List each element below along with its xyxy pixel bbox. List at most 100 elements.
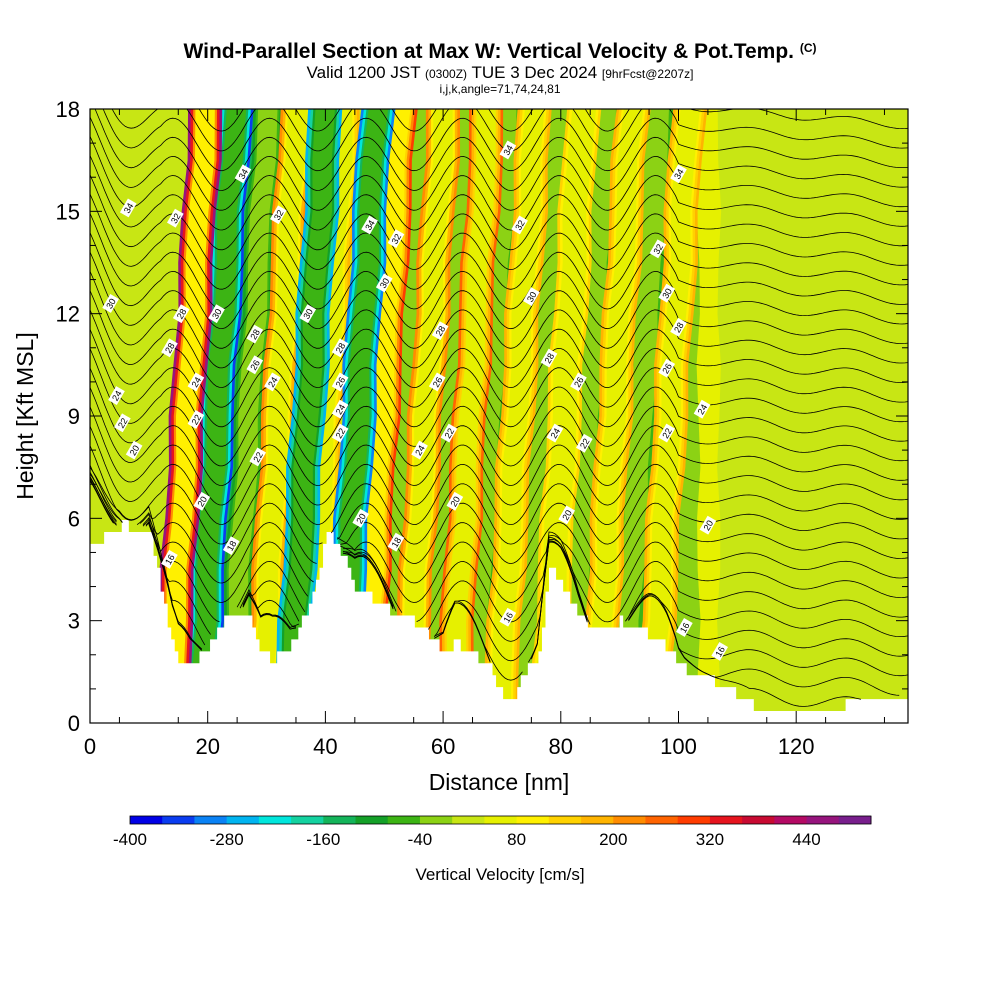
x-tick-label: 0 (84, 734, 96, 759)
isentrope-line (90, 387, 908, 487)
isentrope-label-box (114, 413, 131, 433)
isentrope-label-box (331, 399, 349, 419)
isentrope-label: 20 (125, 440, 143, 460)
isentrope-label-text: 20 (128, 444, 142, 458)
isentrope-label: 28 (246, 324, 264, 344)
isentrope-line (94, 109, 908, 191)
isentrope-label-box (387, 532, 405, 552)
isentrope-label: 34 (119, 198, 137, 218)
isentrope-label: 34 (499, 140, 517, 160)
isentrope-label-text: 30 (525, 290, 539, 304)
isentrope-label: 32 (269, 205, 287, 225)
velocity-band (641, 109, 700, 723)
isentrope-label-text: 32 (513, 218, 527, 232)
colorbar-swatch (516, 816, 550, 824)
isentrope-label-box (511, 215, 528, 235)
isentrope-label: 20 (446, 491, 464, 511)
velocity-band (614, 109, 667, 723)
isentrope-line (90, 271, 908, 369)
colorbar-swatch (130, 816, 163, 824)
velocity-band (513, 109, 571, 723)
colorbar-swatch (291, 816, 324, 824)
isentrope-label: 24 (264, 372, 281, 392)
isentrope-label: 16 (161, 549, 178, 569)
colorbar: -400 -280 -160 -40 80 200 320 440 (113, 815, 872, 849)
isentrope-label-box (246, 355, 264, 375)
isentrope-label: 30 (299, 304, 317, 324)
isentrope-label-box (269, 205, 287, 225)
isentrope-label-text: 28 (175, 307, 189, 321)
colorbar-tick-label: -400 (113, 830, 147, 849)
isentrope-label: 22 (658, 423, 676, 443)
chart-subtitle: Valid 1200 JST (0300Z) TUE 3 Dec 2024 [9… (0, 64, 1000, 83)
colorbar-swatch (162, 816, 195, 824)
isentrope-label: 26 (570, 372, 587, 392)
isentrope-label: 24 (546, 423, 564, 443)
isentrope-line (90, 367, 908, 467)
velocity-band (355, 109, 411, 723)
isentrope-line (90, 193, 908, 290)
title-block: Wind-Parallel Section at Max W: Vertical… (0, 36, 1000, 95)
isentrope-label-box (499, 140, 517, 160)
isentrope-label-text: 26 (572, 375, 586, 389)
isentrope-label-text: 26 (334, 375, 348, 389)
forecast-info: [9hrFcst@2207z] (601, 67, 694, 81)
isentrope-label-text: 32 (169, 212, 183, 226)
y-tick-label: 12 (56, 302, 80, 327)
isentrope-label: 20 (193, 491, 211, 511)
isentrope-line (90, 471, 908, 584)
isentrope-label-text: 26 (248, 358, 262, 372)
isentrope-label: 18 (387, 532, 405, 552)
isentrope-label-box (234, 164, 252, 184)
isentrope-label-box (570, 372, 587, 392)
isentrope-label-text: 30 (301, 307, 315, 321)
isentrope-label: 26 (246, 355, 264, 375)
colorbar-swatch (709, 816, 743, 824)
isentrope-label: 30 (208, 304, 225, 324)
isentrope-label-box (299, 304, 317, 324)
isentrope-label-box (187, 409, 205, 429)
isentrope-label: 32 (511, 215, 528, 235)
isentrope-line (90, 329, 908, 428)
valid-prefix: Valid 1200 JST (306, 63, 421, 82)
velocity-band (396, 109, 453, 723)
isentrope-label-text: 20 (354, 512, 368, 526)
isentrope-label-text: 16 (501, 611, 515, 625)
velocity-band (187, 109, 247, 723)
y-tick-label: 6 (68, 506, 80, 531)
isentrope-label-box (167, 208, 184, 228)
isentrope-label: 26 (658, 358, 676, 378)
isentrope-label: 16 (711, 641, 729, 661)
isentrope-label-text: 34 (237, 167, 251, 181)
isentrope-label-box (440, 423, 458, 443)
isentrope-label-text: 24 (190, 375, 204, 389)
isentrope-label-box (161, 549, 178, 569)
isentrope-label-box (375, 273, 393, 293)
isentrope-label: 34 (670, 164, 687, 184)
isentrope-label-box (540, 348, 558, 368)
isentrope-label-box (446, 491, 464, 511)
isentrope-label-box (208, 304, 225, 324)
colorbar-swatch (452, 816, 485, 824)
colorbar-swatch (484, 816, 518, 824)
isentrope-label: 18 (222, 536, 240, 556)
isentrope-label-box (125, 440, 143, 460)
colorbar-tick-label: -160 (306, 830, 340, 849)
x-tick-label: 120 (778, 734, 815, 759)
valid-utc: (0300Z) (425, 67, 468, 81)
y-tick-label: 15 (56, 199, 80, 224)
isentrope-line (102, 109, 908, 172)
isentrope-label-text: 34 (672, 167, 686, 181)
colorbar-swatch (677, 816, 711, 824)
colorbar-swatch (806, 816, 840, 824)
y-axis-label: Height [Kft MSL] (12, 332, 38, 499)
colorbar-swatch (387, 816, 421, 824)
isentrope-label: 22 (576, 433, 593, 453)
colorbar-tick-label: 440 (792, 830, 820, 849)
isentrope-label-text: 24 (413, 444, 427, 458)
isentrope-label: 30 (102, 294, 119, 313)
isentrope-label: 22 (249, 447, 267, 467)
isentrope-label-text: 30 (660, 287, 674, 301)
colorbar-tick-label: 80 (507, 830, 526, 849)
isentrope-line (90, 232, 908, 330)
